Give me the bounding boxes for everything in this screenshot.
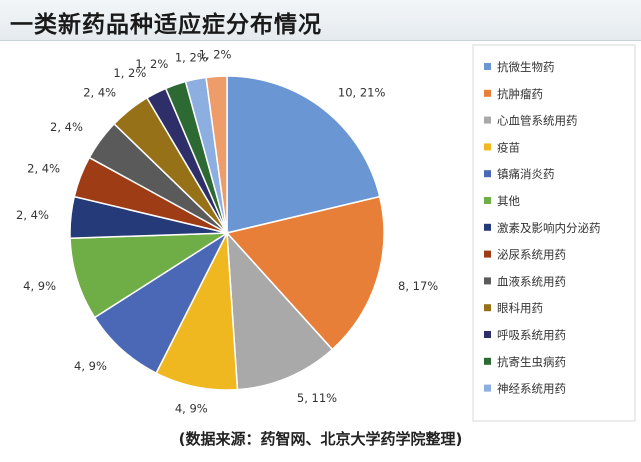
legend-swatch xyxy=(484,143,491,151)
legend-swatch xyxy=(484,170,491,178)
pie-slice xyxy=(226,230,334,391)
slice-label: 2, 4% xyxy=(16,208,49,222)
legend-swatch xyxy=(484,277,491,285)
slice-label: 2, 4% xyxy=(50,120,83,134)
slice-label: 2, 4% xyxy=(83,86,116,100)
chart-title: 一类新药品种适应症分布情况 xyxy=(10,12,322,38)
pie-slice xyxy=(225,195,385,351)
legend-swatch xyxy=(484,89,491,97)
legend-label: 眼科用药 xyxy=(497,301,543,315)
legend-label: 激素及影响内分泌药 xyxy=(497,221,601,235)
title-bar: 一类新药品种适应症分布情况 xyxy=(0,0,641,41)
legend-swatch xyxy=(484,116,491,124)
pie-slice xyxy=(205,75,228,234)
legend-label: 抗微生物药 xyxy=(497,60,555,74)
legend-label: 疫苗 xyxy=(497,140,520,154)
slice-label: 4, 9% xyxy=(23,279,56,293)
slice-label: 4, 9% xyxy=(74,359,107,373)
legend-label: 抗肿瘤药 xyxy=(497,87,543,101)
legend-box xyxy=(472,44,636,422)
legend-swatch xyxy=(484,63,491,70)
slice-label: 10, 21% xyxy=(338,86,386,100)
slice-label: 4, 9% xyxy=(175,401,208,415)
legend-swatch xyxy=(484,304,491,312)
legend-label: 神经系统用药 xyxy=(497,382,566,396)
legend-label: 血液系统用药 xyxy=(497,274,566,288)
legend-swatch xyxy=(484,223,491,231)
slice-label: 5, 11% xyxy=(297,391,337,405)
slice-label: 1, 2% xyxy=(113,66,146,80)
legend-label: 心血管系统用药 xyxy=(497,114,578,128)
slice-label: 1, 2% xyxy=(199,47,232,61)
source-note: (数据来源：药智网、北京大学药学院整理) xyxy=(178,430,463,448)
legend-label: 镇痛消炎药 xyxy=(497,167,555,181)
slice-label: 8, 17% xyxy=(398,279,438,293)
slice-labels: 10, 21% 8, 17% 5, 11% 4, 9% 4, 9% 4, 9% 2, 4% 2… xyxy=(16,47,438,415)
legend-label: 抗寄生虫病药 xyxy=(497,355,566,369)
legend-swatch xyxy=(484,384,491,392)
legend-swatch xyxy=(484,197,491,204)
legend-label: 其他 xyxy=(497,194,520,208)
legend-swatch xyxy=(484,331,491,338)
pie-slice xyxy=(155,230,239,391)
pie-slice xyxy=(93,230,229,375)
slice-label: 1, 2% xyxy=(175,51,208,65)
legend-swatch xyxy=(484,250,491,258)
legend: 抗微生物药抗肿瘤药心血管系统用药疫苗镇痛消炎药其他激素及影响内分泌药泌尿系统用药… xyxy=(484,60,601,396)
pie-chart: 10, 21% 8, 17% 5, 11% 4, 9% 4, 9% 4, 9% 2, 4% 2… xyxy=(16,44,636,422)
legend-swatch xyxy=(484,357,491,365)
slice-label: 1, 2% xyxy=(135,57,168,71)
legend-label: 泌尿系统用药 xyxy=(497,248,566,262)
pie-slice xyxy=(226,75,381,234)
pie-slice xyxy=(69,232,230,319)
slice-label: 2, 4% xyxy=(27,162,60,176)
pie-slices xyxy=(69,75,385,391)
legend-label: 呼吸系统用药 xyxy=(497,328,566,342)
